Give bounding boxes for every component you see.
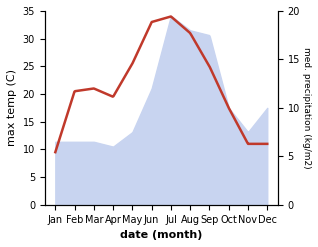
- Y-axis label: max temp (C): max temp (C): [7, 69, 17, 146]
- Y-axis label: med. precipitation (kg/m2): med. precipitation (kg/m2): [302, 47, 311, 169]
- X-axis label: date (month): date (month): [120, 230, 203, 240]
